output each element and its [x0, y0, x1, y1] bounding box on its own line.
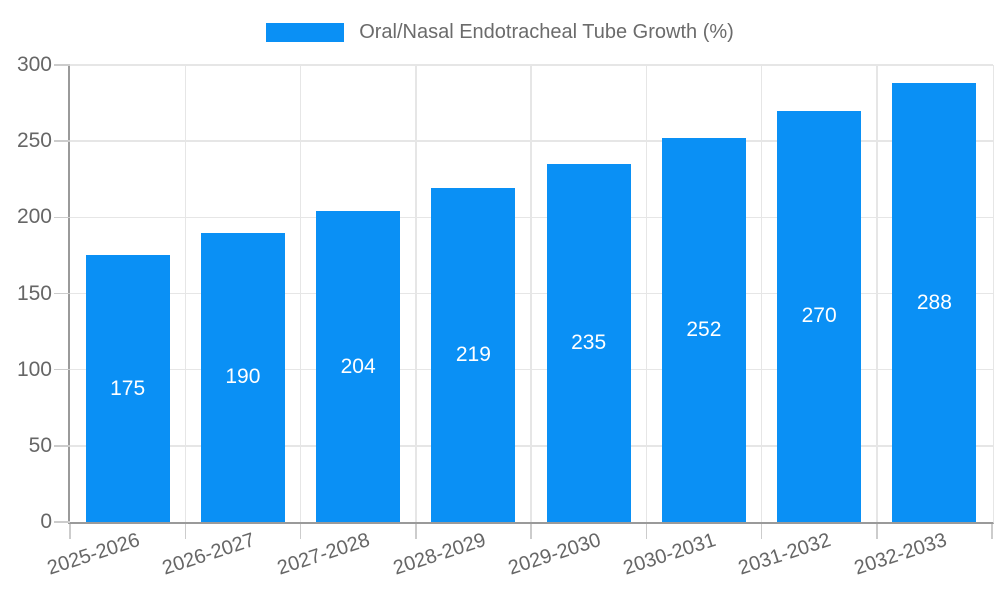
y-tick-mark	[54, 140, 70, 142]
v-gridline	[415, 65, 417, 522]
y-tick-label: 250	[16, 129, 52, 153]
x-tick-mark	[69, 524, 71, 539]
bar-2028-2029[interactable]: 219	[431, 188, 516, 522]
x-tick-label: 2031-2032	[736, 529, 834, 580]
x-tick-label: 2027-2028	[275, 529, 373, 580]
y-tick-mark	[54, 445, 70, 447]
bar-2032-2033[interactable]: 288	[892, 83, 977, 522]
y-tick-label: 150	[16, 281, 52, 305]
bar-2025-2026[interactable]: 175	[85, 255, 170, 522]
legend-item[interactable]: Oral/Nasal Endotracheal Tube Growth (%)	[0, 21, 1000, 43]
x-tick-mark	[991, 524, 993, 539]
v-gridline	[876, 65, 878, 522]
bar-2031-2032[interactable]: 270	[777, 110, 862, 522]
v-gridline	[299, 65, 302, 522]
y-tick-label: 50	[28, 433, 52, 457]
x-tick-mark	[760, 524, 763, 539]
x-tick-label: 2032-2033	[851, 529, 950, 580]
x-tick-mark	[415, 524, 417, 539]
bar-2029-2030[interactable]: 235	[546, 164, 631, 522]
v-gridline	[184, 65, 186, 522]
y-tick-mark	[54, 292, 70, 295]
x-tick-mark	[299, 524, 302, 539]
y-tick-mark	[54, 521, 70, 523]
y-tick-label: 0	[40, 510, 52, 533]
y-tick-label: 300	[16, 53, 52, 76]
v-gridline	[530, 65, 532, 522]
y-tick-label: 200	[16, 205, 52, 229]
x-tick-mark	[184, 524, 186, 539]
x-tick-label: 2025-2026	[44, 529, 143, 580]
x-tick-mark	[645, 524, 647, 539]
bar-value-label: 252	[686, 318, 722, 342]
bar-value-label: 235	[571, 331, 607, 355]
v-gridline	[760, 65, 763, 522]
x-tick-label: 2030-2031	[620, 529, 719, 580]
bar-value-label: 288	[916, 290, 952, 314]
bar-value-label: 175	[110, 376, 146, 400]
bar-value-label: 219	[455, 343, 491, 367]
bar-value-label: 204	[340, 354, 376, 378]
y-tick-label: 100	[16, 357, 52, 381]
y-axis-labels: 0 50 100 150 200 250 300	[0, 0, 52, 600]
plot-area: 175 190 204 219 235 252 270 288	[68, 64, 994, 524]
v-gridline	[645, 65, 647, 522]
x-tick-mark	[876, 524, 878, 539]
bar-2027-2028[interactable]: 204	[316, 211, 401, 522]
y-tick-mark	[54, 64, 70, 66]
legend-label: Oral/Nasal Endotracheal Tube Growth (%)	[359, 20, 734, 43]
y-tick-mark	[54, 216, 70, 219]
bar-2030-2031[interactable]: 252	[661, 138, 746, 522]
y-tick-mark	[54, 368, 70, 371]
x-tick-label: 2026-2027	[159, 529, 258, 580]
x-tick-label: 2029-2030	[505, 529, 604, 580]
bar-value-label: 270	[801, 304, 837, 328]
x-tick-label: 2028-2029	[390, 529, 489, 580]
bar-value-label: 190	[225, 365, 261, 389]
bar-2026-2027[interactable]: 190	[200, 232, 285, 522]
x-tick-mark	[530, 524, 532, 539]
legend-swatch	[266, 22, 345, 42]
